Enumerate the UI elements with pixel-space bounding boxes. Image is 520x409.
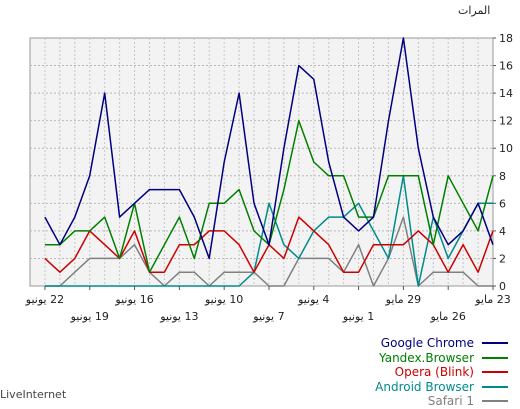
y-tick-label: 2 xyxy=(499,252,506,265)
x-tick-label: 10 يونيو xyxy=(204,293,243,306)
legend-label: Yandex.Browser xyxy=(379,350,474,365)
legend: Google Chrome Yandex.Browser Opera (Blin… xyxy=(375,336,508,409)
y-axis-ticks: 0 2 4 6 8 10 12 14 16 18 xyxy=(493,32,513,293)
y-tick-label: 0 xyxy=(499,280,506,293)
y-tick-label: 10 xyxy=(499,142,513,155)
x-tick-label: 22 يونيو xyxy=(25,293,64,306)
plot-area xyxy=(29,37,494,287)
x-tick-label: 7 يونيو xyxy=(252,310,284,323)
legend-swatch xyxy=(482,385,508,388)
x-tick-label: 29 مايو xyxy=(385,293,421,306)
y-axis-label: المرات xyxy=(458,4,491,17)
legend-swatch xyxy=(482,342,508,345)
series-line-android-browser xyxy=(44,175,493,287)
x-tick-label: 1 يونيو xyxy=(342,310,374,323)
legend-label: Opera (Blink) xyxy=(394,365,474,380)
x-tick-label: 23 مايو xyxy=(474,293,510,306)
legend-label: Android Browser xyxy=(375,379,474,394)
legend-label: Google Chrome xyxy=(380,336,474,351)
y-tick-label: 18 xyxy=(499,32,513,45)
x-tick-label: 13 يونيو xyxy=(159,310,198,323)
legend-swatch xyxy=(482,400,508,403)
series-line-google-chrome xyxy=(44,37,494,260)
y-tick-label: 6 xyxy=(499,197,506,210)
y-tick-label: 16 xyxy=(499,60,513,73)
legend-item: Android Browser xyxy=(375,380,508,395)
y-tick-label: 8 xyxy=(499,170,506,183)
x-tick-label: 19 يونيو xyxy=(70,310,109,323)
legend-swatch xyxy=(482,371,508,374)
brand-logo-text: LiveInternet xyxy=(0,388,67,401)
y-tick-label: 12 xyxy=(499,115,513,128)
x-tick-label: 4 يونيو xyxy=(297,293,329,306)
legend-item: Opera (Blink) xyxy=(375,365,508,380)
legend-item: Safari 1 xyxy=(375,394,508,409)
x-tick-label: 16 يونيو xyxy=(114,293,153,306)
x-tick-label: 26 مايو xyxy=(429,310,465,323)
legend-item: Google Chrome xyxy=(375,336,508,351)
legend-swatch xyxy=(482,356,508,359)
x-axis-ticks: 23 مايو 29 مايو 4 يونيو 10 يونيو 16 يونيو 22 … xyxy=(25,286,511,323)
legend-label: Safari 1 xyxy=(427,394,474,409)
y-tick-label: 4 xyxy=(499,225,506,238)
legend-item: Yandex.Browser xyxy=(375,351,508,366)
y-tick-label: 14 xyxy=(499,87,513,100)
